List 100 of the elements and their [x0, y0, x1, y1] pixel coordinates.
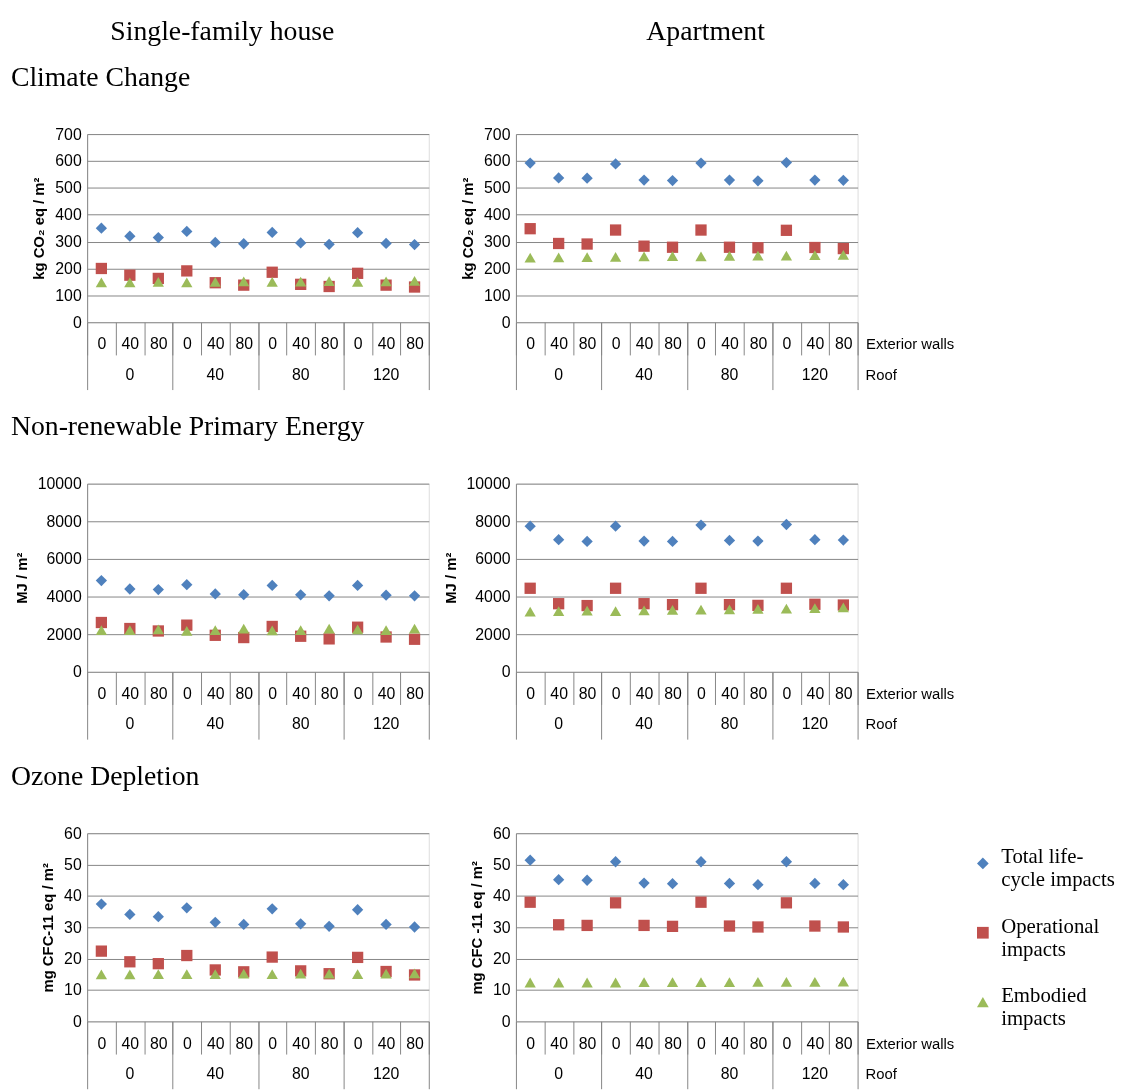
y-tick-label: 10000 — [37, 475, 82, 493]
text: 80 — [291, 715, 310, 733]
x-tick-label: 0 — [353, 685, 363, 703]
x-tick-label: 80 — [406, 685, 425, 703]
x-tick-label: 80 — [835, 685, 853, 703]
x-tick-label: 80 — [578, 1034, 597, 1052]
chart-title: Ozone Depletion — [10, 759, 200, 791]
x-tick-label: 40 — [292, 685, 311, 703]
chart-subtitle: Climate Change — [10, 60, 191, 92]
y-tick-label: 20 — [64, 950, 82, 968]
x-tick-label: 0 — [526, 685, 536, 703]
x-tick-label: 80 — [150, 685, 168, 703]
chart-title: Single-family house — [110, 15, 335, 46]
x-tick-label: 0 — [782, 335, 792, 353]
y-tick-label: 0 — [501, 313, 511, 331]
x-tick-label: 40 — [721, 685, 739, 703]
text: 40 — [635, 365, 654, 383]
x-tick-label: 40 — [121, 1034, 140, 1052]
y-tick-label: 300 — [55, 233, 82, 251]
y-tick-label: 0 — [501, 663, 511, 681]
y-tick-label: 4000 — [46, 587, 82, 605]
x-tick-label: 80 — [835, 1034, 853, 1052]
text: 120 — [372, 715, 400, 733]
text: 120 — [372, 365, 400, 383]
x-tick-label: 80 — [749, 335, 768, 353]
y-tick-label: 600 — [484, 152, 511, 170]
text: 80 — [291, 365, 310, 383]
x-tick-label: 80 — [320, 1034, 339, 1052]
y-tick-label: 10000 — [466, 475, 511, 493]
x-tick-label: 40 — [806, 1034, 825, 1052]
text: 0 — [125, 1064, 135, 1082]
text: 0 — [125, 365, 135, 383]
x-tick-label: 40 — [635, 1034, 654, 1052]
x-tick-label: 80 — [406, 335, 425, 353]
x-axis-title: Exterior walls — [866, 336, 955, 353]
x-tick-label: 0 — [97, 1034, 107, 1052]
chart-title: Non-renewable Primary Energy — [10, 410, 365, 442]
text: Roof — [865, 1065, 898, 1082]
text: 0 — [554, 1064, 564, 1082]
y-tick-label: 60 — [492, 824, 511, 842]
x-tick-label: 80 — [749, 1034, 768, 1052]
x-tick-label: 40 — [121, 685, 140, 703]
y-axis-title: mg CFC -11 eq / m² — [468, 860, 485, 995]
y-tick-label: 10 — [492, 981, 511, 999]
x-tick-label: 40 — [721, 335, 739, 353]
x-tick-label: 0 — [353, 335, 363, 353]
text: 120 — [801, 715, 829, 733]
x-tick-label: 0 — [182, 1034, 192, 1052]
y-axis-title: kg CO₂ eq / m² — [460, 177, 477, 280]
y-tick-label: 10 — [64, 981, 82, 999]
x-tick-label: 0 — [697, 685, 707, 703]
x-tick-label: 0 — [697, 1034, 707, 1052]
x-tick-label: 0 — [611, 1034, 621, 1052]
x-tick-label: 80 — [150, 335, 168, 353]
text: 80 — [720, 365, 739, 383]
y-tick-label: 500 — [55, 179, 82, 197]
text: 40 — [206, 715, 225, 733]
text: Roof — [865, 366, 898, 383]
y-axis-title: MJ / m² — [442, 552, 459, 604]
x-tick-label: 0 — [182, 335, 192, 353]
y-tick-label: 300 — [484, 233, 511, 251]
y-axis-title: mg CFC-11 eq / m² — [40, 862, 57, 993]
x-tick-label: 40 — [121, 335, 140, 353]
x-tick-label: 0 — [353, 1034, 363, 1052]
y-tick-label: 700 — [55, 125, 82, 143]
x-tick-label: 40 — [206, 685, 225, 703]
x-tick-label: 80 — [664, 335, 683, 353]
x-tick-label: 40 — [377, 1034, 396, 1052]
x-tick-label: 80 — [835, 335, 853, 353]
text: 0 — [554, 365, 564, 383]
x-tick-label: 40 — [206, 335, 225, 353]
y-axis-title: kg CO₂ eq / m² — [31, 177, 48, 280]
x-tick-label: 80 — [664, 1034, 683, 1052]
text: 80 — [291, 1064, 310, 1082]
x-tick-label: 40 — [550, 1034, 569, 1052]
x-tick-label: 0 — [611, 335, 621, 353]
x-tick-label: 80 — [749, 685, 768, 703]
x-tick-label: 40 — [292, 1034, 311, 1052]
x-tick-label: 80 — [578, 685, 597, 703]
text: 40 — [635, 1064, 654, 1082]
x-tick-label: 0 — [782, 685, 792, 703]
x-tick-label: 80 — [235, 685, 254, 703]
x-tick-label: 40 — [806, 335, 825, 353]
y-tick-label: 0 — [72, 313, 82, 331]
y-tick-label: 8000 — [475, 512, 511, 530]
y-tick-label: 0 — [72, 663, 82, 681]
x-tick-label: 80 — [150, 1034, 168, 1052]
y-tick-label: 100 — [55, 286, 82, 304]
chart-title: Apartment — [646, 15, 766, 46]
y-tick-label: 0 — [72, 1012, 82, 1030]
x-tick-label: 0 — [611, 685, 621, 703]
legend-label: Operational impacts — [1001, 913, 1100, 961]
y-tick-label: 60 — [64, 824, 82, 842]
y-tick-label: 200 — [484, 259, 511, 277]
y-tick-label: 100 — [484, 286, 511, 304]
y-tick-label: 600 — [55, 152, 82, 170]
text: 40 — [206, 365, 225, 383]
y-tick-label: 4000 — [475, 587, 511, 605]
x-axis-title: Exterior walls — [866, 1035, 955, 1052]
x-tick-label: 40 — [550, 685, 569, 703]
